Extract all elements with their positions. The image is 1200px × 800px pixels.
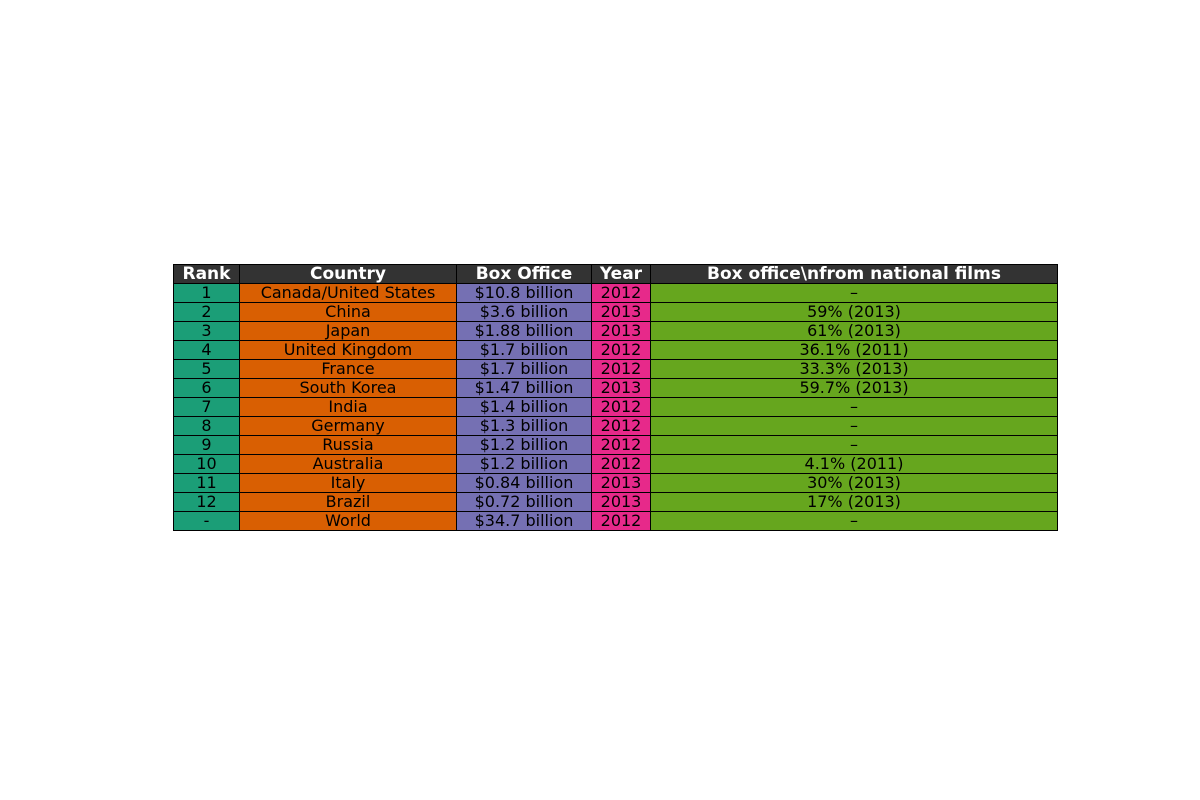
box-office-cell: $1.4 billion <box>456 397 592 417</box>
rank-cell: 9 <box>173 435 240 455</box>
table-row: 11 Italy $0.84 billion 2013 30% (2013) <box>173 473 1058 493</box>
header-rank: Rank <box>173 264 240 284</box>
rank-cell: 1 <box>173 283 240 303</box>
year-cell: 2013 <box>591 321 651 341</box>
year-cell: 2012 <box>591 340 651 360</box>
rank-cell: 10 <box>173 454 240 474</box>
box-office-cell: $0.72 billion <box>456 492 592 512</box>
country-cell: Brazil <box>239 492 457 512</box>
rank-cell: 3 <box>173 321 240 341</box>
rank-cell: 7 <box>173 397 240 417</box>
national-films-cell: 59% (2013) <box>650 302 1058 322</box>
country-cell: China <box>239 302 457 322</box>
box-office-cell: $34.7 billion <box>456 511 592 531</box>
header-year: Year <box>591 264 651 284</box>
box-office-cell: $1.2 billion <box>456 435 592 455</box>
table-header: Rank Country Box Office Year Box office\… <box>173 264 1058 284</box>
table-row: 7 India $1.4 billion 2012– <box>173 397 1058 417</box>
header-national-films: Box office\nfrom national films <box>650 264 1058 284</box>
country-cell: South Korea <box>239 378 457 398</box>
table-row: 3 Japan $1.88 billion 2013 61% (2013) <box>173 321 1058 341</box>
box-office-table: Rank Country Box Office Year Box office\… <box>173 264 1058 531</box>
country-cell: Japan <box>239 321 457 341</box>
rank-cell: 11 <box>173 473 240 493</box>
box-office-cell: $3.6 billion <box>456 302 592 322</box>
year-cell: 2012 <box>591 435 651 455</box>
table-row: 12 Brazil $0.72 billion 2013 17% (2013) <box>173 492 1058 512</box>
national-films-cell: – <box>650 435 1058 455</box>
national-films-cell: 36.1% (2011) <box>650 340 1058 360</box>
rank-cell: - <box>173 511 240 531</box>
year-cell: 2013 <box>591 492 651 512</box>
box-office-cell: $1.88 billion <box>456 321 592 341</box>
national-films-cell: 59.7% (2013) <box>650 378 1058 398</box>
table-row: 4 United Kingdom $1.7 billion 2012 36.1% (20… <box>173 340 1058 360</box>
national-films-cell: – <box>650 416 1058 436</box>
box-office-cell: $1.7 billion <box>456 359 592 379</box>
national-films-cell: 30% (2013) <box>650 473 1058 493</box>
header-country: Country <box>239 264 457 284</box>
year-cell: 2013 <box>591 473 651 493</box>
table-row: 10 Australia $1.2 billion 2012 4.1% (2011) <box>173 454 1058 474</box>
box-office-cell: $10.8 billion <box>456 283 592 303</box>
rank-cell: 4 <box>173 340 240 360</box>
national-films-cell: 17% (2013) <box>650 492 1058 512</box>
year-cell: 2013 <box>591 302 651 322</box>
year-cell: 2012 <box>591 359 651 379</box>
country-cell: Russia <box>239 435 457 455</box>
country-cell: World <box>239 511 457 531</box>
year-cell: 2012 <box>591 283 651 303</box>
country-cell: Australia <box>239 454 457 474</box>
table-row: 6 South Korea $1.47 billion 2013 59.7% (2013… <box>173 378 1058 398</box>
country-cell: Canada/United States <box>239 283 457 303</box>
table-row: 2 China $3.6 billion 2013 59% (2013) <box>173 302 1058 322</box>
box-office-cell: $1.3 billion <box>456 416 592 436</box>
table-row: 8 Germany $1.3 billion 2012– <box>173 416 1058 436</box>
table-row: 1 Canada/United States $10.8 billion 2012– <box>173 283 1058 303</box>
rank-cell: 8 <box>173 416 240 436</box>
year-cell: 2012 <box>591 397 651 417</box>
box-office-cell: $1.47 billion <box>456 378 592 398</box>
country-cell: Italy <box>239 473 457 493</box>
table-body: 1 Canada/United States $10.8 billion 2012–2… <box>173 283 1058 531</box>
box-office-cell: $1.2 billion <box>456 454 592 474</box>
table-row: 9 Russia $1.2 billion 2012– <box>173 435 1058 455</box>
rank-cell: 6 <box>173 378 240 398</box>
country-cell: India <box>239 397 457 417</box>
year-cell: 2013 <box>591 378 651 398</box>
header-row: Rank Country Box Office Year Box office\… <box>173 264 1058 284</box>
table-row: - World $34.7 billion 2012– <box>173 511 1058 531</box>
country-cell: Germany <box>239 416 457 436</box>
rank-cell: 5 <box>173 359 240 379</box>
year-cell: 2012 <box>591 511 651 531</box>
national-films-cell: – <box>650 283 1058 303</box>
national-films-cell: 4.1% (2011) <box>650 454 1058 474</box>
national-films-cell: 61% (2013) <box>650 321 1058 341</box>
header-box-office: Box Office <box>456 264 592 284</box>
national-films-cell: – <box>650 397 1058 417</box>
country-cell: France <box>239 359 457 379</box>
rank-cell: 12 <box>173 492 240 512</box>
national-films-cell: 33.3% (2013) <box>650 359 1058 379</box>
rank-cell: 2 <box>173 302 240 322</box>
country-cell: United Kingdom <box>239 340 457 360</box>
box-office-cell: $1.7 billion <box>456 340 592 360</box>
table-row: 5 France $1.7 billion 2012 33.3% (2013) <box>173 359 1058 379</box>
year-cell: 2012 <box>591 416 651 436</box>
box-office-cell: $0.84 billion <box>456 473 592 493</box>
national-films-cell: – <box>650 511 1058 531</box>
year-cell: 2012 <box>591 454 651 474</box>
